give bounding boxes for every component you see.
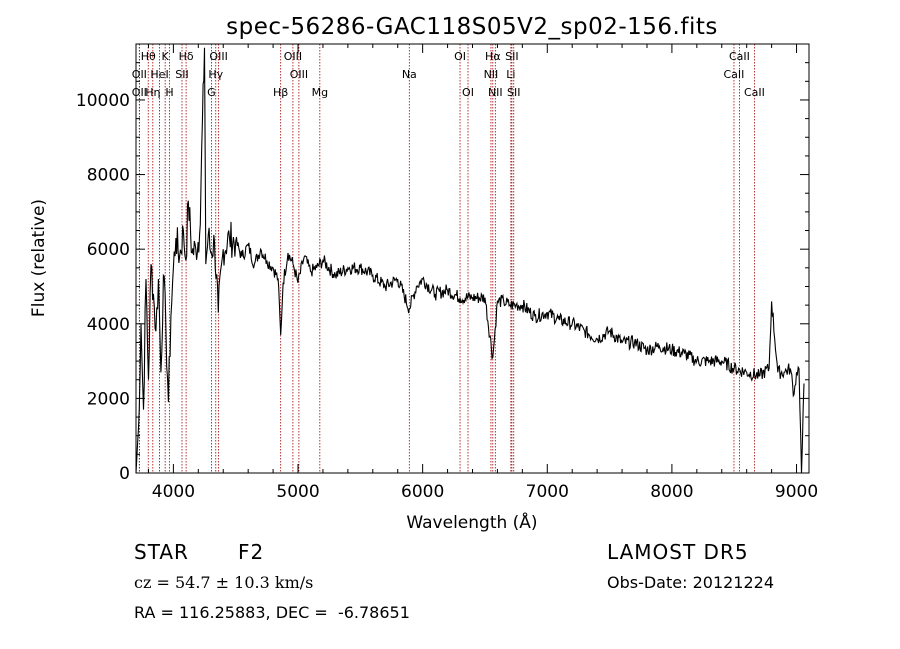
line-label: Mg (312, 86, 328, 99)
x-tick-label: 9000 (775, 482, 818, 502)
coordinates: RA = 116.25883, DEC = -6.78651 (134, 603, 410, 622)
line-label: SII (505, 50, 518, 63)
line-label: Hα (485, 50, 501, 63)
redshift-value: cz = 54.7 ± 10.3 km/s (134, 573, 314, 592)
line-label: OIII (290, 68, 308, 81)
line-label: OIII (209, 50, 227, 63)
line-label: CaII (729, 50, 750, 63)
y-tick-label: 4000 (87, 315, 130, 335)
x-tick-label: 6000 (401, 482, 444, 502)
subclass: F2 (238, 540, 265, 564)
x-axis-label: Wavelength (Å) (406, 511, 537, 533)
line-label: CaII (724, 68, 745, 81)
line-label: Hθ (141, 50, 156, 63)
line-label: SII (507, 86, 520, 99)
line-label: OI (454, 50, 466, 63)
y-tick-label: 8000 (87, 166, 130, 186)
x-tick-label: 4000 (152, 482, 195, 502)
x-tick-label: 5000 (276, 482, 319, 502)
emission-line-markers (138, 44, 755, 473)
observation-date: Obs-Date: 20121224 (607, 573, 775, 592)
line-label: NII (488, 86, 503, 99)
line-label: OII (132, 68, 147, 81)
plot-frame (135, 43, 810, 474)
y-tick-label: 10000 (76, 91, 130, 111)
survey-name: LAMOST DR5 (607, 540, 749, 564)
y-tick-label: 6000 (87, 240, 130, 260)
line-label: Na (402, 68, 417, 81)
line-label: OIII (284, 50, 302, 63)
line-label: OII (132, 86, 147, 99)
axis-ticks: 4000 5000 6000 7000 8000 9000 0 2000 4000 6000 800… (76, 44, 818, 502)
line-label: H (165, 86, 173, 99)
x-tick-label: 7000 (526, 482, 569, 502)
line-label: Hγ (208, 68, 223, 81)
object-type: STAR (134, 540, 189, 564)
line-label: Hβ (273, 86, 288, 99)
spectrum-line (135, 47, 805, 474)
line-label: K (162, 50, 170, 63)
y-axis-label: Flux (relative) (29, 199, 49, 317)
chart-title: spec-56286-GAC118S05V2_sp02-156.fits (226, 14, 718, 40)
line-label: NII (484, 68, 499, 81)
y-tick-label: 2000 (87, 389, 130, 409)
line-label: Hη (145, 86, 160, 99)
y-tick-label: 0 (119, 464, 130, 484)
line-label: SII (175, 68, 188, 81)
line-label: CaII (744, 86, 765, 99)
line-label: HeI (150, 68, 168, 81)
line-label: Hδ (179, 50, 194, 63)
line-label: Li (506, 68, 515, 81)
line-labels: Hθ K Hδ OIII OIII OI Hα SII CaII OII HeI SII Hγ OIII N… (132, 50, 765, 99)
x-tick-label: 8000 (650, 482, 693, 502)
line-label: G (207, 86, 216, 99)
line-label: OI (462, 86, 474, 99)
